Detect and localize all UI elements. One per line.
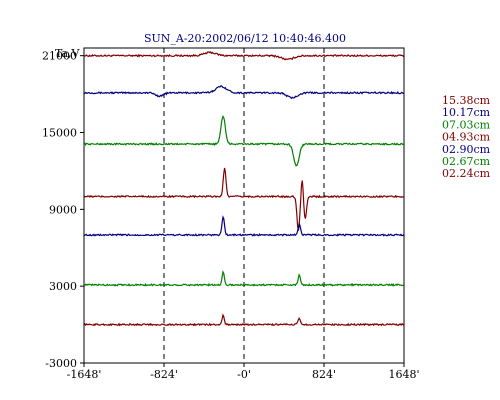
series-line-10.17cm [83,85,405,100]
series-lines [83,51,405,327]
y-axis-ticks: 21000 15000 9000 3000 -3000 [42,50,84,370]
x-tick-label-1: -824' [150,368,178,381]
reference-lines [163,48,325,363]
legend: 15.38cm10.17cm07.03cm04.93cm02.90cm02.67… [442,94,491,180]
y-tick-label-3: 3000 [49,280,77,293]
y-axis-label: Ta,V [55,47,81,60]
series-line-04.93cm [83,167,405,231]
series-line-02.90cm [83,215,405,237]
series-line-15.38cm [83,51,405,61]
legend-entry-6: 02.24cm [442,167,491,180]
x-tick-label-4: 1648' [388,368,419,381]
x-tick-label-0: -1648' [67,368,102,381]
series-line-02.67cm [83,269,405,287]
x-tick-label-3: 824' [312,368,336,381]
legend-entry-1: 10.17cm [442,106,491,119]
legend-entry-0: 15.38cm [442,94,491,107]
x-tick-label-2: -0' [237,368,251,381]
series-line-07.03cm [83,114,405,167]
y-tick-label-2: 9000 [49,203,77,216]
legend-entry-3: 04.93cm [442,131,491,144]
legend-entry-5: 02.67cm [442,155,491,168]
y-tick-label-1: 15000 [42,127,77,140]
y-tick-label-0: 21000 [42,50,77,63]
chart-title: SUN_A-20:2002/06/12 10:40:46.400 [144,32,346,45]
series-line-02.24cm [83,313,405,327]
legend-entry-4: 02.90cm [442,143,491,156]
x-axis-ticks: -1648' -824' -0' 824' 1648' [67,363,420,381]
legend-entry-2: 07.03cm [442,118,491,131]
y-tick-label-4: -3000 [45,357,77,370]
